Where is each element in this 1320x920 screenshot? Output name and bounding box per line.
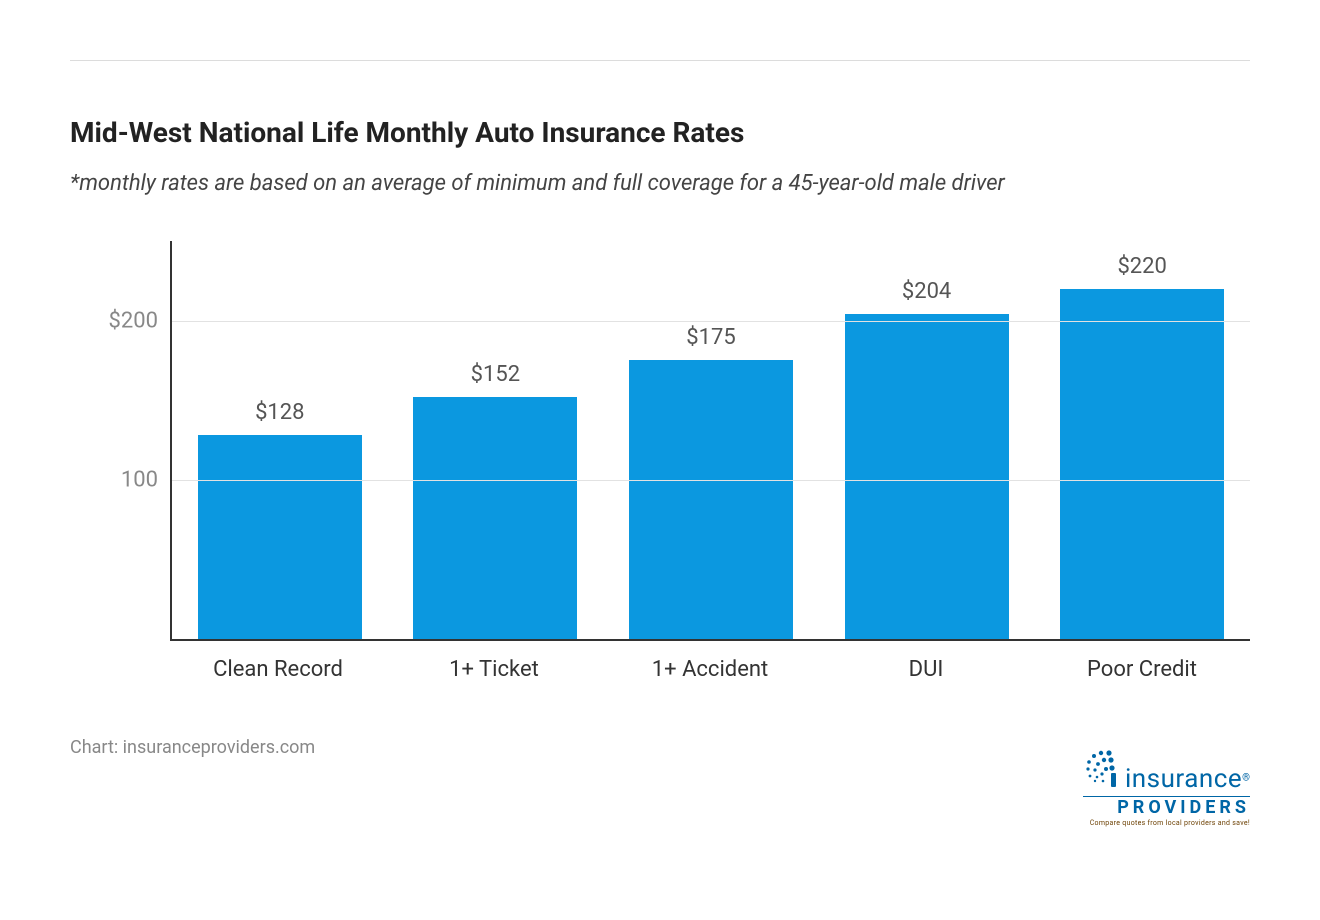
- y-axis-tick-label: $200: [109, 308, 158, 333]
- chart-credit: Chart: insuranceproviders.com: [70, 737, 1250, 758]
- y-axis-tick-label: 100: [121, 467, 158, 492]
- bar-slot: $220: [1034, 241, 1250, 639]
- gridline: [172, 321, 1250, 322]
- brand-logo: insurance® PROVIDERS Compare quotes from…: [1083, 747, 1250, 827]
- bar-value-label: $152: [388, 362, 604, 387]
- logo-dots-icon: [1083, 747, 1119, 791]
- bar: [629, 360, 793, 639]
- bar-value-label: $175: [603, 325, 819, 350]
- chart-title: Mid-West National Life Monthly Auto Insu…: [70, 116, 1250, 149]
- bar-value-label: $128: [172, 400, 388, 425]
- gridline: [172, 480, 1250, 481]
- x-axis-category-label: DUI: [818, 657, 1034, 682]
- bar: [198, 435, 362, 639]
- chart-subtitle: *monthly rates are based on an average o…: [70, 171, 1250, 196]
- x-axis-category-label: 1+ Ticket: [386, 657, 602, 682]
- bar: [845, 314, 1009, 639]
- bar-slot: $152: [388, 241, 604, 639]
- bar-slot: $204: [819, 241, 1035, 639]
- bar-slot: $128: [172, 241, 388, 639]
- bar: [1060, 289, 1224, 639]
- bar-chart: $128$152 $175$204$220 100 $200 Clean Recor…: [70, 241, 1250, 682]
- logo-word-providers: PROVIDERS: [1083, 796, 1250, 818]
- bar-slot: $175: [603, 241, 819, 639]
- bar-value-label: $204: [819, 279, 1035, 304]
- x-axis-category-label: Clean Record: [170, 657, 386, 682]
- x-axis-category-label: Poor Credit: [1034, 657, 1250, 682]
- logo-word-insurance: insurance: [1125, 764, 1242, 794]
- logo-registered-mark: ®: [1242, 773, 1250, 784]
- bar-value-label: $220: [1034, 254, 1250, 279]
- top-divider: [70, 60, 1250, 61]
- bar: [413, 397, 577, 639]
- x-axis-category-label: 1+ Accident: [602, 657, 818, 682]
- logo-tagline: Compare quotes from local providers and …: [1083, 819, 1250, 827]
